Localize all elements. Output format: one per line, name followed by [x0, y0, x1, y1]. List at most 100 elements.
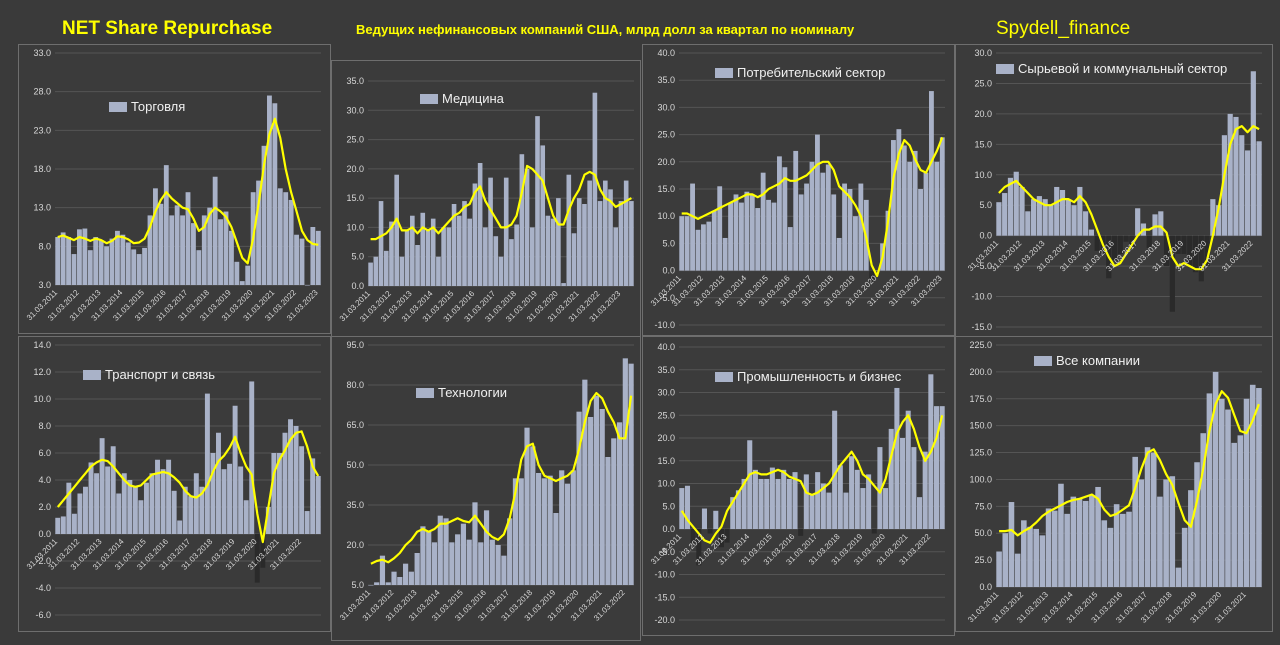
- bar: [207, 207, 213, 285]
- bar: [1227, 113, 1233, 236]
- bar: [540, 145, 546, 286]
- bar: [125, 242, 131, 285]
- bar: [1059, 190, 1066, 236]
- bar: [1237, 435, 1244, 587]
- bar: [769, 467, 775, 529]
- subtitle-description: Ведущих нефинансовых компаний США, млрд …: [356, 22, 855, 37]
- bar: [741, 478, 747, 529]
- bar: [1163, 235, 1170, 267]
- bar: [934, 161, 940, 271]
- bar: [1039, 535, 1046, 587]
- bar: [1082, 500, 1089, 587]
- bar: [425, 230, 431, 286]
- bar: [93, 237, 99, 285]
- bar: [529, 227, 535, 286]
- bar: [77, 493, 83, 534]
- bar: [166, 459, 172, 534]
- bar: [912, 150, 918, 271]
- y-tick-label: 20.0: [974, 109, 992, 119]
- y-tick-label: -5.0: [976, 261, 992, 271]
- bar: [836, 237, 842, 271]
- bar: [747, 440, 753, 529]
- bar: [724, 529, 730, 543]
- bar: [1210, 199, 1216, 236]
- bar: [1225, 409, 1231, 587]
- bar: [1175, 235, 1181, 254]
- bar: [223, 211, 229, 285]
- bar: [98, 240, 104, 285]
- bar: [901, 145, 907, 271]
- bar: [1036, 196, 1042, 236]
- y-tick-label: 33.0: [33, 48, 51, 58]
- bar: [605, 457, 611, 585]
- legend-consumer: Потребительский сектор: [715, 65, 885, 80]
- y-tick-label: 6.0: [38, 448, 51, 458]
- bar: [391, 571, 397, 585]
- y-tick-label: -10.0: [654, 570, 675, 580]
- y-tick-label: 12.0: [33, 367, 51, 377]
- bar: [1077, 186, 1083, 236]
- y-tick-label: 0.0: [38, 529, 51, 539]
- y-tick-label: -4.0: [35, 583, 51, 593]
- bar: [1095, 486, 1101, 587]
- bar: [1120, 513, 1126, 587]
- bar: [786, 478, 792, 529]
- y-tick-label: -6.0: [35, 610, 51, 620]
- bar: [706, 221, 712, 271]
- bar: [1027, 526, 1033, 587]
- legend-label: Торговля: [131, 99, 186, 114]
- y-tick-label: -20.0: [654, 615, 675, 625]
- bar: [201, 215, 207, 285]
- bar: [1256, 388, 1262, 587]
- bar: [169, 215, 175, 285]
- bar: [399, 256, 405, 286]
- bar: [174, 205, 180, 285]
- bar: [116, 493, 122, 534]
- bar: [455, 534, 461, 585]
- bar: [749, 194, 755, 271]
- bar: [88, 462, 94, 534]
- y-tick-label: 0.0: [662, 266, 675, 276]
- trend-line: [681, 136, 944, 278]
- y-tick-label: 10.0: [657, 211, 675, 221]
- y-tick-label: -15.0: [654, 592, 675, 602]
- bar: [1126, 511, 1132, 587]
- bar: [249, 381, 255, 534]
- bar: [385, 582, 391, 585]
- bar: [512, 478, 519, 585]
- bar: [1138, 479, 1145, 587]
- bar: [1194, 462, 1200, 587]
- bar: [1243, 398, 1250, 587]
- bar: [771, 202, 777, 271]
- y-tick-label: 8.0: [38, 241, 51, 251]
- bar: [1188, 490, 1194, 587]
- bar: [1021, 520, 1027, 587]
- legend-swatch: [109, 101, 127, 112]
- bar: [180, 215, 185, 285]
- bar: [561, 283, 566, 286]
- bar: [232, 405, 238, 534]
- bar: [553, 513, 559, 585]
- bar: [815, 472, 821, 529]
- bar: [142, 247, 147, 285]
- bar: [514, 224, 519, 286]
- bar: [271, 453, 277, 534]
- title-net-share-repurchase: NET Share Repurchase: [62, 18, 273, 39]
- y-tick-label: -5.0: [659, 547, 675, 557]
- trend-line: [370, 391, 633, 565]
- bar: [831, 194, 837, 271]
- bar: [587, 180, 592, 286]
- bar: [478, 542, 484, 585]
- bar: [379, 555, 386, 585]
- bar: [918, 189, 923, 271]
- bar: [1014, 553, 1021, 587]
- bar: [1033, 528, 1040, 587]
- y-tick-label: 125.0: [969, 448, 992, 458]
- bar: [739, 202, 744, 271]
- bar: [191, 223, 196, 285]
- bar: [809, 161, 815, 271]
- bar: [1019, 186, 1025, 236]
- bar: [701, 508, 707, 529]
- bar: [105, 466, 111, 534]
- y-tick-label: 2.0: [38, 502, 51, 512]
